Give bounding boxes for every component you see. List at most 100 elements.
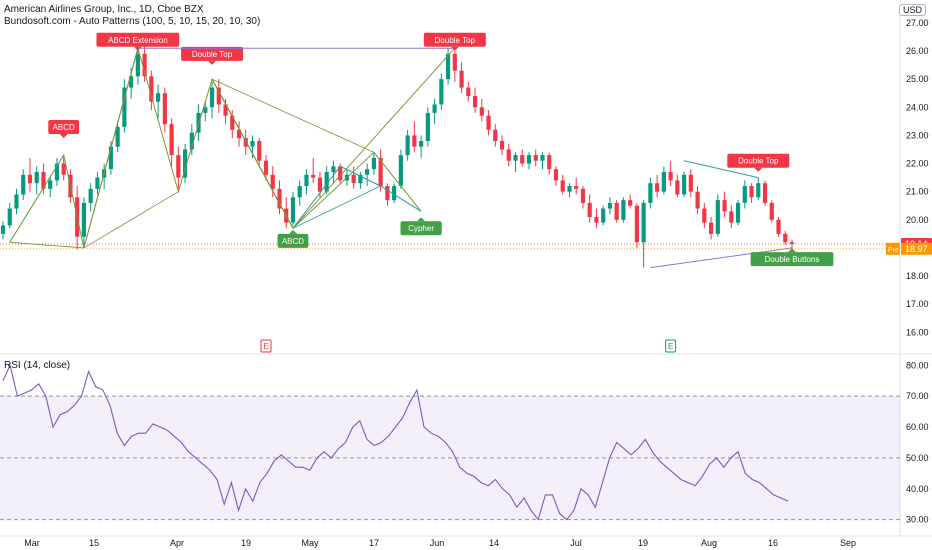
candle bbox=[708, 216, 714, 240]
candle bbox=[263, 155, 269, 181]
time-tick-label: May bbox=[301, 538, 319, 548]
candle bbox=[257, 138, 262, 167]
price-tick-label: 20.00 bbox=[906, 215, 929, 225]
candle-body bbox=[331, 166, 336, 172]
candle-body bbox=[466, 87, 471, 97]
price-tick-label: 17.00 bbox=[906, 299, 929, 309]
candle bbox=[513, 152, 518, 172]
pattern: Cypher bbox=[292, 165, 442, 236]
pattern-label-box bbox=[727, 153, 790, 168]
pattern-label-box bbox=[423, 32, 486, 47]
candle bbox=[432, 98, 437, 125]
candle bbox=[324, 166, 329, 195]
earnings-marker-box bbox=[260, 339, 272, 353]
candle-body bbox=[702, 208, 707, 223]
candle-body bbox=[452, 53, 457, 71]
candle-body bbox=[695, 191, 700, 209]
candle-body bbox=[122, 87, 127, 127]
candle-body bbox=[392, 186, 397, 201]
rsi-tick-label: 70.00 bbox=[906, 391, 929, 401]
rsi-axis[interactable]: 30.00 40.00 50.00 60.00 70.00 80.00 bbox=[906, 360, 929, 524]
candle bbox=[594, 208, 599, 229]
time-tick-label: Jun bbox=[430, 538, 445, 548]
candle-body bbox=[459, 70, 464, 88]
candle bbox=[466, 81, 471, 102]
candle-body bbox=[634, 205, 639, 243]
rsi-title[interactable]: RSI (14, close) bbox=[4, 360, 71, 371]
candle-body bbox=[661, 171, 666, 192]
candle-body bbox=[371, 157, 376, 170]
candle bbox=[580, 186, 586, 209]
candle-body bbox=[250, 141, 255, 147]
candle-body bbox=[34, 171, 39, 184]
time-tick-label: Jul bbox=[570, 538, 582, 548]
candle-body bbox=[553, 169, 559, 181]
pattern-line bbox=[292, 165, 422, 229]
time-axis[interactable]: Mar 15 Apr 19 May 17 Jun 14 Jul 19 Aug 16 Sep bbox=[24, 538, 856, 548]
candle-body bbox=[756, 183, 761, 198]
time-tick-label: Apr bbox=[170, 538, 184, 548]
candle bbox=[270, 166, 275, 198]
price-axis[interactable]: 16.0017.0018.0019.0020.0021.0022.0023.00… bbox=[0, 18, 932, 337]
candle-body bbox=[405, 135, 410, 156]
candle bbox=[223, 98, 228, 125]
pattern-leg bbox=[9, 241, 84, 249]
candle bbox=[769, 200, 774, 223]
pattern-label-box bbox=[48, 119, 80, 134]
candle-body bbox=[129, 76, 134, 88]
candle-body bbox=[277, 188, 282, 209]
candle-body bbox=[628, 200, 633, 206]
indicator-label[interactable]: Bundosoft.com - Auto Patterns (100, 5, 1… bbox=[4, 16, 261, 27]
candle bbox=[607, 197, 613, 215]
pattern-line bbox=[683, 160, 759, 179]
candle bbox=[553, 166, 559, 187]
pattern-label-box bbox=[277, 233, 309, 248]
candle bbox=[661, 166, 666, 195]
candle-body bbox=[297, 186, 302, 198]
candle-body bbox=[486, 115, 491, 130]
candle-body bbox=[88, 188, 93, 203]
price-tick-label: 24.00 bbox=[906, 102, 929, 112]
candle-body bbox=[506, 149, 511, 161]
pattern-label-box bbox=[96, 32, 180, 47]
candle bbox=[290, 191, 296, 226]
pattern-label-pointer bbox=[59, 133, 68, 138]
candle bbox=[702, 202, 707, 229]
price-tick-label: 21.00 bbox=[906, 187, 929, 197]
time-tick-label: 15 bbox=[89, 538, 99, 548]
candle bbox=[162, 87, 167, 133]
candle bbox=[14, 188, 19, 215]
candle bbox=[742, 180, 747, 209]
candle-body bbox=[216, 87, 221, 105]
candle bbox=[614, 200, 619, 223]
candle-body bbox=[230, 115, 235, 130]
candle-body bbox=[682, 174, 687, 195]
candle bbox=[54, 157, 60, 187]
pattern-line bbox=[83, 46, 456, 249]
candle bbox=[297, 180, 302, 206]
candle-body bbox=[290, 197, 296, 223]
candle bbox=[735, 200, 741, 226]
currency-badge[interactable]: USD bbox=[898, 4, 926, 16]
candle bbox=[634, 202, 639, 248]
candle bbox=[304, 169, 309, 195]
candle-body bbox=[209, 87, 215, 108]
pattern-leg bbox=[211, 78, 375, 153]
price-tag-text: Pre bbox=[888, 247, 899, 254]
candle bbox=[493, 124, 498, 147]
candle-body bbox=[169, 124, 174, 156]
candle-body bbox=[257, 141, 262, 161]
candle-body bbox=[351, 174, 356, 184]
candle bbox=[331, 160, 336, 184]
rsi-pane bbox=[0, 363, 900, 521]
candle bbox=[439, 73, 444, 111]
candle-body bbox=[412, 135, 417, 147]
candle-body bbox=[688, 174, 693, 192]
candle-body bbox=[0, 225, 6, 234]
candle-body bbox=[614, 202, 619, 220]
candle-body bbox=[432, 104, 437, 113]
pattern-label-pointer bbox=[754, 167, 763, 172]
candle bbox=[27, 157, 33, 192]
candle bbox=[61, 155, 66, 181]
